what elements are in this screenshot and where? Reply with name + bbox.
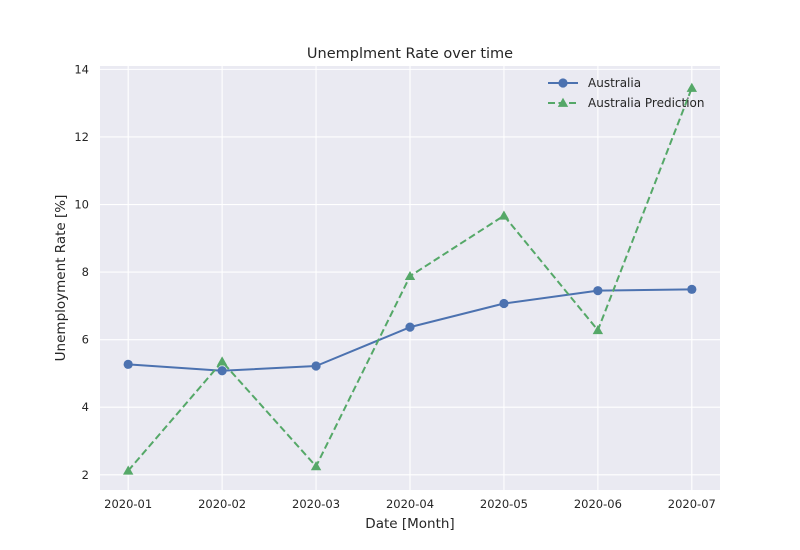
x-tick-label: 2020-07 — [668, 497, 716, 511]
y-tick-label: 12 — [74, 130, 89, 144]
series-layer — [122, 82, 698, 475]
x-tick-label: 2020-02 — [198, 497, 246, 511]
triangle-marker — [404, 270, 416, 281]
y-tick-label: 14 — [74, 62, 89, 76]
y-tick-label: 4 — [82, 400, 89, 414]
legend-marker — [558, 78, 568, 88]
x-tick-label: 2020-04 — [386, 497, 434, 511]
circle-marker — [687, 284, 697, 294]
legend-item: Australia — [548, 76, 641, 90]
circle-marker — [593, 286, 603, 296]
circle-marker — [405, 322, 415, 332]
triangle-marker — [310, 461, 322, 471]
circle-marker — [499, 298, 509, 309]
x-tick-label: 2020-06 — [574, 497, 622, 511]
y-axis-label: Unemployment Rate [%] — [53, 195, 69, 362]
triangle-marker — [498, 210, 510, 220]
legend: Australia Australia Prediction — [548, 76, 705, 110]
triangle-marker — [592, 324, 604, 335]
y-tick-label: 8 — [82, 265, 89, 279]
triangle-marker — [216, 356, 228, 366]
circle-marker — [217, 366, 227, 376]
triangle-marker — [686, 82, 698, 92]
x-tick-label: 2020-03 — [292, 497, 340, 511]
triangle-marker — [122, 465, 134, 475]
circle-marker — [311, 361, 321, 371]
chart-title: Unemplment Rate over time — [307, 46, 513, 62]
x-tick-label: 2020-01 — [104, 497, 152, 511]
x-axis-label: Date [Month] — [365, 516, 454, 532]
x-tick-label: 2020-05 — [480, 497, 528, 511]
legend-label: Australia — [588, 76, 641, 90]
y-tick-label: 6 — [82, 333, 89, 347]
series-australia — [123, 284, 697, 376]
series-australia-prediction — [122, 82, 698, 475]
y-tick-label: 2 — [82, 468, 89, 482]
circle-marker — [123, 359, 133, 369]
y-tick-label: 10 — [74, 198, 89, 212]
legend-label: Australia Prediction — [588, 96, 705, 110]
legend-marker — [557, 97, 569, 107]
legend-item: Australia Prediction — [548, 96, 705, 110]
ticks: 2 4 6 8 10 12 14 2020-01 2020-02 2020-03 2020-04 20… — [74, 62, 715, 511]
